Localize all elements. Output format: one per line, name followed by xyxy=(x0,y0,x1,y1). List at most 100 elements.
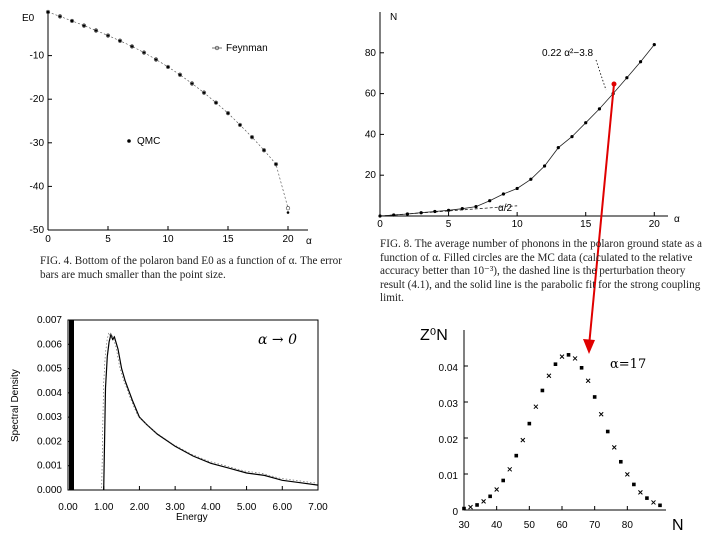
y-tick-label: 20 xyxy=(365,170,377,181)
qmc-point xyxy=(142,51,146,54)
chart-spectral-density: Spectral Density Energy α → 0 0.00 1.00 2.… xyxy=(10,315,328,523)
mc-point xyxy=(515,186,519,191)
annotation-leader xyxy=(595,59,607,91)
feynman-point xyxy=(201,90,207,95)
y-tick-label: 0.007 xyxy=(37,315,62,326)
feynman-point xyxy=(117,38,123,43)
mc-point xyxy=(625,76,629,80)
y-tick-label: -50 xyxy=(30,225,45,236)
legend-feynman: Feynman xyxy=(226,43,268,54)
y-axis-label: Z⁰N xyxy=(420,327,448,344)
z-n-point xyxy=(572,356,578,361)
arrow-origin xyxy=(611,81,617,87)
feynman-point xyxy=(57,14,63,19)
y-axis-label: E0 xyxy=(22,13,35,24)
chart-title: α → 0 xyxy=(258,332,297,348)
chart-fig4: E0 α Feynman QMC 0 5 10 15 20 -10 -20 -30 -40 -5… xyxy=(22,9,312,247)
z-n-point xyxy=(605,429,610,434)
x-tick-label: 0 xyxy=(377,219,383,230)
feynman-point xyxy=(225,111,231,116)
z-n-point xyxy=(559,354,565,359)
x-tick-label: 6.00 xyxy=(273,502,293,513)
parabolic-fit-line xyxy=(379,44,655,217)
x-tick-label: 30 xyxy=(458,520,470,531)
z-n-point xyxy=(527,421,532,426)
data-points xyxy=(462,353,662,511)
z-n-point xyxy=(488,494,492,499)
z-n-point xyxy=(462,506,466,511)
qmc-point xyxy=(58,15,62,18)
z-n-point xyxy=(481,499,486,504)
perturbation-line xyxy=(379,205,518,217)
red-arrow-alpha-17 xyxy=(583,81,617,354)
spectral-line xyxy=(103,332,319,491)
y-tick-label: 0.003 xyxy=(37,412,62,423)
z-n-point xyxy=(540,388,545,393)
z-n-point xyxy=(520,437,526,443)
mc-point xyxy=(433,209,437,214)
legend-qmc: QMC xyxy=(137,136,160,147)
mc-point xyxy=(584,121,588,125)
mc-point xyxy=(378,214,382,218)
y-tick-label: 0.03 xyxy=(439,399,459,410)
qmc-point xyxy=(118,39,122,43)
qmc-point xyxy=(202,91,206,94)
qmc-point xyxy=(166,65,170,69)
y-tick-label: 0.04 xyxy=(439,363,459,374)
y-tick-label: 0.000 xyxy=(37,485,62,496)
y-tick-label: 0.006 xyxy=(37,339,62,350)
feynman-line xyxy=(47,11,289,209)
x-axis-label: α xyxy=(306,236,312,247)
qmc-point xyxy=(286,211,290,214)
x-axis-label: Energy xyxy=(176,512,208,523)
y-tick-label: -20 xyxy=(30,94,45,105)
qmc-point xyxy=(46,10,50,14)
data-points xyxy=(378,43,656,218)
z-n-point xyxy=(585,378,591,384)
x-axis-label: α xyxy=(674,214,680,225)
z-n-point xyxy=(592,395,597,399)
x-tick-label: 5 xyxy=(446,219,452,230)
mc-point xyxy=(542,164,547,168)
z-n-point xyxy=(514,453,519,458)
mc-point xyxy=(529,177,533,181)
feynman-point xyxy=(165,64,171,70)
feynman-point xyxy=(141,50,147,55)
feynman-point xyxy=(129,44,135,49)
z-n-point xyxy=(475,503,479,507)
y-tick-label: 0.004 xyxy=(37,388,62,399)
legend-qmc-marker xyxy=(127,139,131,143)
annotation-perturbation: α/2 xyxy=(498,203,513,214)
qmc-point xyxy=(262,148,266,152)
x-tick-label: 80 xyxy=(622,520,634,531)
x-tick-label: 0 xyxy=(45,234,51,245)
data-points xyxy=(45,9,291,214)
z-n-point xyxy=(645,496,649,500)
y-tick-label: -40 xyxy=(30,181,45,192)
x-tick-label: 50 xyxy=(524,520,536,531)
spectral-dotted-fit xyxy=(101,331,317,489)
y-ticks: -10 -20 -30 -40 -50 xyxy=(30,51,52,236)
x-ticks: 0.00 1.00 2.00 3.00 4.00 5.00 6.00 7.00 xyxy=(58,486,328,513)
z-n-point xyxy=(533,404,539,410)
x-ticks: 0 5 10 15 20 xyxy=(377,212,660,230)
feynman-point xyxy=(285,206,291,211)
feynman-point xyxy=(81,23,87,28)
x-ticks: 0 5 10 15 20 xyxy=(45,226,294,245)
feynman-point xyxy=(153,57,159,62)
feynman-point xyxy=(249,135,255,140)
qmc-point xyxy=(82,24,86,27)
z-n-point xyxy=(651,500,656,505)
y-tick-label: 0.005 xyxy=(37,364,62,375)
x-tick-label: 40 xyxy=(491,520,503,531)
mc-point xyxy=(405,212,410,216)
feynman-point xyxy=(105,33,111,38)
feynman-point xyxy=(189,81,195,86)
qmc-point xyxy=(214,101,218,104)
mc-point xyxy=(556,146,560,150)
z-n-point xyxy=(566,353,571,357)
z-n-point xyxy=(658,503,662,508)
vertical-bar xyxy=(69,320,74,490)
x-tick-label: 1.00 xyxy=(94,502,114,513)
z-n-point xyxy=(494,487,500,492)
